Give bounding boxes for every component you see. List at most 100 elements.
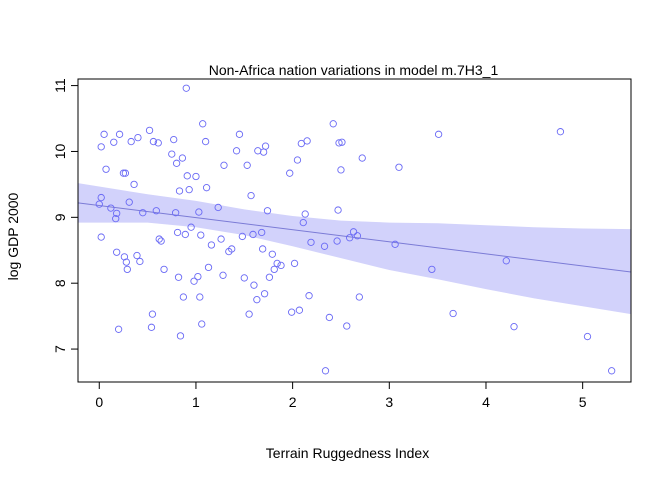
data-point (100, 130, 108, 138)
data-point (97, 193, 105, 202)
data-point (182, 84, 190, 92)
confidence-band (78, 183, 631, 315)
data-point (253, 296, 261, 304)
data-point (107, 204, 115, 212)
data-point (198, 320, 206, 328)
data-point (288, 308, 296, 316)
data-point (185, 186, 193, 194)
data-point (95, 200, 103, 208)
data-point (175, 187, 184, 195)
data-point (204, 263, 213, 272)
data-point (155, 235, 163, 243)
x-tick-label: 5 (579, 394, 587, 410)
data-point (301, 210, 309, 218)
data-point (502, 257, 510, 265)
data-point (192, 172, 200, 181)
data-point (134, 133, 142, 142)
data-point (232, 147, 241, 155)
data-point (245, 310, 253, 318)
data-point (333, 237, 341, 245)
data-point (102, 165, 110, 173)
data-point (120, 253, 129, 261)
data-point (297, 139, 305, 148)
data-point (428, 265, 436, 274)
data-point (154, 139, 162, 147)
data-point (219, 271, 227, 279)
y-axis: 7 8 9 10 11 (52, 78, 79, 353)
y-tick-label: 7 (52, 345, 68, 353)
x-tick-label: 2 (289, 394, 297, 410)
data-point (286, 169, 294, 177)
x-axis: 0 1 2 3 4 5 (95, 381, 587, 410)
data-point (214, 203, 222, 212)
data-point (263, 207, 272, 215)
data-point (303, 137, 311, 145)
data-point (449, 309, 457, 318)
data-point (110, 138, 118, 146)
data-point (338, 138, 346, 146)
data-point (174, 273, 183, 281)
data-point (119, 169, 128, 177)
data-point (247, 191, 255, 200)
data-point (243, 161, 251, 169)
data-point (349, 228, 358, 236)
data-point (97, 233, 105, 241)
data-point (127, 137, 135, 146)
data-point (112, 214, 120, 223)
data-point (113, 209, 121, 218)
data-point (202, 184, 211, 192)
data-point (114, 325, 123, 333)
confidence-band-layer (78, 183, 631, 315)
data-point (305, 292, 313, 300)
data-point (290, 259, 299, 268)
y-tick-label: 10 (52, 143, 68, 159)
data-point (265, 273, 274, 281)
data-point (260, 290, 269, 298)
data-point (258, 228, 266, 237)
data-point (353, 232, 362, 240)
data-point (254, 147, 262, 155)
data-point (197, 231, 205, 239)
y-tick-label: 9 (52, 213, 68, 221)
data-point (139, 209, 147, 217)
data-point (355, 293, 363, 301)
data-point (434, 130, 443, 138)
data-point (293, 156, 302, 164)
data-point (217, 235, 225, 243)
data-point (358, 154, 366, 162)
data-point (228, 245, 236, 253)
data-point (148, 310, 157, 318)
data-point (207, 241, 216, 249)
data-point (194, 272, 202, 281)
data-point (179, 293, 188, 301)
data-point (113, 248, 121, 256)
data-point (391, 240, 399, 248)
data-point (173, 228, 182, 237)
data-point (115, 130, 124, 138)
data-point (145, 126, 154, 135)
data-point (277, 261, 285, 270)
data-point (270, 265, 278, 274)
x-tick-label: 0 (95, 394, 103, 410)
data-point (325, 313, 334, 322)
chart-title: Non-Africa nation variations in model m.… (209, 62, 499, 78)
data-point (240, 274, 248, 282)
data-point (149, 137, 158, 146)
data-point (122, 258, 130, 266)
data-point (171, 209, 180, 217)
data-point (133, 251, 141, 260)
data-point (187, 223, 195, 231)
y-tick-label: 11 (52, 78, 68, 93)
data-point (259, 245, 267, 253)
data-point (337, 166, 345, 174)
data-point (196, 293, 204, 301)
data-point (201, 137, 210, 146)
x-tick-label: 4 (482, 394, 490, 410)
data-point (299, 218, 307, 227)
data-point (238, 232, 247, 241)
data-point (583, 332, 592, 341)
data-point (123, 265, 131, 274)
data-point (168, 150, 176, 158)
